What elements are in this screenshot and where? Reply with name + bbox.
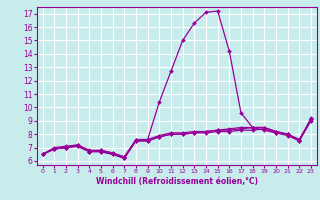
X-axis label: Windchill (Refroidissement éolien,°C): Windchill (Refroidissement éolien,°C) [96,177,258,186]
